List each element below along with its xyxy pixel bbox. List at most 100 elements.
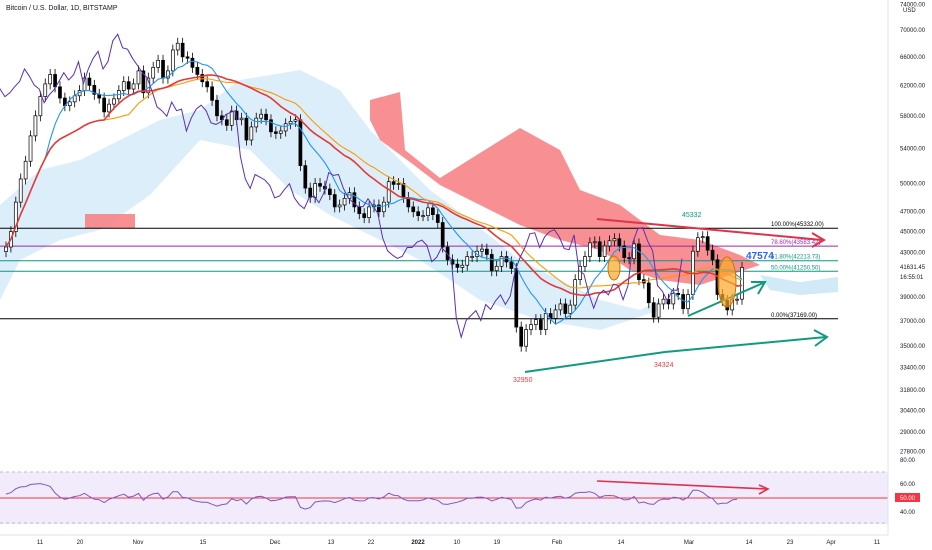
candle-body-68 — [337, 204, 342, 208]
resistance-arrow — [596, 218, 823, 241]
time-tick-16: 11 — [874, 540, 881, 546]
candle-body-113 — [558, 303, 563, 311]
candle-body-78 — [386, 181, 391, 203]
price-tick-2: 66000.00 — [900, 55, 926, 61]
candle-body-133 — [656, 303, 661, 318]
cloud-future — [760, 275, 838, 295]
candle-body-114 — [563, 303, 568, 314]
cloud-bear-early — [85, 214, 135, 228]
candle-body-30 — [151, 66, 156, 79]
time-tick-15: Apr — [826, 540, 835, 546]
candle-body-4 — [23, 160, 28, 180]
candle-body-69 — [342, 197, 347, 206]
support-arrow-2 — [664, 336, 827, 353]
candle-body-66 — [327, 188, 332, 195]
rsi-line-label: 50.00 — [900, 496, 916, 502]
candle-body-119 — [588, 242, 592, 257]
candle-body-123 — [607, 240, 612, 247]
chikou-line — [0, 33, 683, 340]
candle-body-25 — [126, 81, 131, 90]
candle-body-51 — [254, 117, 259, 128]
candle-body-131 — [646, 282, 651, 304]
price-label-bg — [889, 260, 932, 282]
candle-body-7 — [38, 96, 43, 117]
candle-body-81 — [401, 183, 406, 198]
candle-body-92 — [455, 263, 460, 268]
highlight-ellipse-2 — [717, 256, 737, 308]
candle-body-9 — [48, 74, 53, 85]
currency-label: USD — [903, 8, 916, 14]
candle-body-3 — [18, 178, 23, 203]
candle-body-84 — [416, 211, 421, 216]
candle-body-64 — [318, 183, 322, 187]
candle-body-112 — [553, 309, 558, 319]
candle-body-120 — [592, 241, 597, 244]
candle-body-43 — [215, 99, 219, 117]
candle-body-107 — [529, 324, 533, 330]
candle-body-105 — [519, 326, 524, 347]
candle-body-99 — [489, 254, 494, 272]
tenkan-line — [5, 60, 743, 325]
time-tick-9: 19 — [494, 540, 501, 546]
candle-body-124 — [612, 238, 617, 242]
highlight-ellipse-1 — [607, 255, 621, 281]
price-tick-15: 31800.00 — [900, 388, 926, 394]
time-tick-2: Nov — [133, 540, 144, 546]
candle-body-89 — [440, 222, 445, 248]
price-tick-7: 47000.00 — [900, 210, 926, 216]
candle-body-59 — [293, 119, 298, 122]
candle-body-72 — [357, 206, 362, 215]
candle-body-55 — [274, 131, 278, 134]
candle-body-41 — [205, 81, 210, 88]
price-tick-12: 37000.00 — [900, 319, 926, 325]
candle-body-53 — [264, 113, 268, 121]
candle-body-13 — [67, 101, 72, 107]
candle-body-138 — [681, 294, 685, 310]
candle-body-39 — [195, 66, 200, 75]
fib-label-2: 61.80%(42213.73) — [771, 255, 820, 261]
time-tick-1: 20 — [77, 540, 84, 546]
resistance-arrowhead — [811, 232, 826, 248]
candle-body-11 — [58, 86, 62, 99]
candle-body-22 — [112, 98, 116, 105]
candle-body-56 — [278, 130, 283, 134]
candle-body-42 — [210, 86, 214, 101]
candle-body-149 — [735, 298, 739, 301]
candle-body-125 — [617, 238, 622, 247]
candle-body-108 — [534, 319, 538, 325]
candle-body-150 — [740, 267, 744, 300]
support-arrowhead — [813, 329, 829, 347]
candle-body-127 — [627, 257, 631, 260]
candle-body-54 — [269, 119, 273, 133]
fib-label-0: 100.00%(45332.00) — [771, 222, 824, 228]
price-tick-8: 45000.00 — [900, 230, 926, 236]
candle-body-115 — [568, 304, 573, 314]
candle-body-35 — [175, 42, 180, 51]
price-tick-17: 29000.00 — [900, 430, 926, 436]
rsi-panel — [5, 480, 770, 510]
time-tick-6: 22 — [368, 540, 375, 546]
candle-body-90 — [445, 246, 450, 261]
candle-body-62 — [308, 187, 313, 198]
last-price-label: 41631.45 — [900, 265, 926, 271]
highlight-value: 47574 — [746, 251, 774, 262]
high-annotation: 45332 — [682, 212, 702, 219]
candle-body-116 — [573, 279, 578, 306]
candle-body-94 — [465, 256, 470, 266]
candle-body-126 — [622, 245, 627, 258]
candle-body-0 — [4, 246, 8, 252]
time-tick-4: Dec — [270, 540, 281, 546]
candle-body-36 — [180, 42, 185, 58]
candle-body-58 — [288, 120, 293, 125]
time-tick-11: 14 — [618, 540, 625, 546]
candle-body-106 — [524, 329, 528, 347]
price-tick-0: 74000.00 — [900, 3, 926, 9]
time-tick-0: 11 — [37, 540, 44, 546]
candle-body-28 — [141, 70, 146, 94]
candle-body-21 — [107, 103, 111, 113]
rsi-divergence-arrowhead — [758, 484, 770, 495]
low-annotation-2: 34324 — [654, 362, 674, 369]
candle-body-6 — [33, 115, 38, 137]
candle-body-33 — [166, 70, 170, 79]
